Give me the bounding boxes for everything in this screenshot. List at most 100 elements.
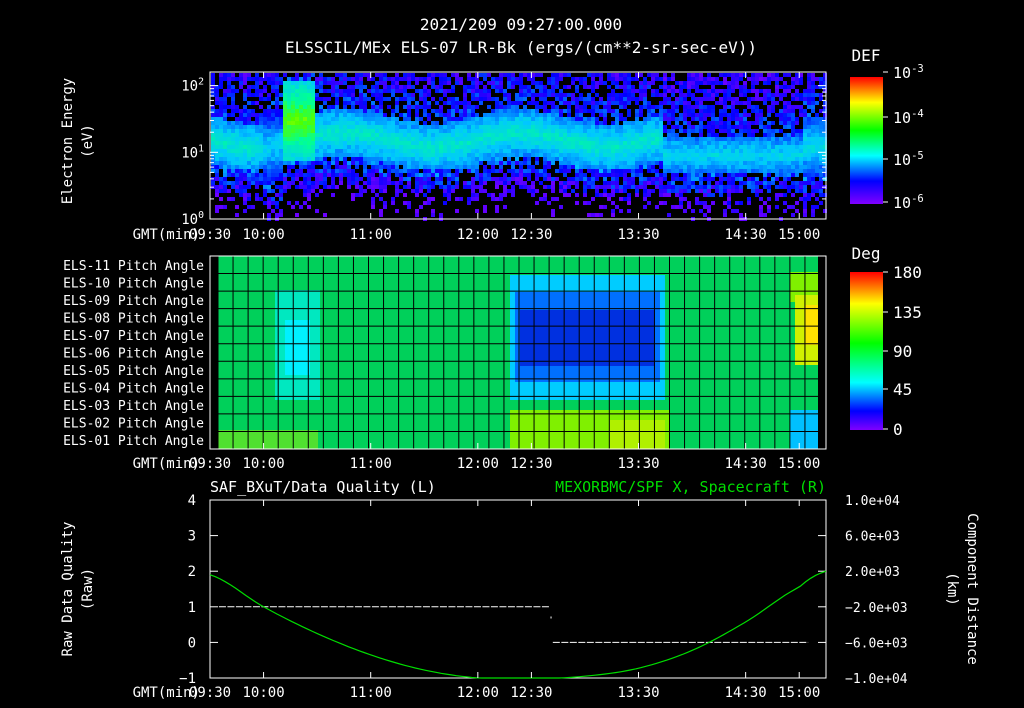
spectrogram-cell <box>771 97 775 101</box>
spectrogram-cell <box>543 173 547 177</box>
spectrogram-cell <box>351 149 355 153</box>
spectrogram-cell <box>467 201 471 205</box>
spectrogram-cell <box>531 169 535 173</box>
spectrogram-cell <box>375 93 379 97</box>
spectrogram-cell <box>523 141 527 145</box>
spectrogram-cell <box>227 181 231 185</box>
spectrogram-cell <box>471 121 475 125</box>
spectrogram-cell <box>435 173 439 177</box>
spectrogram-cell <box>455 125 459 129</box>
spectrogram-cell <box>227 81 231 85</box>
spectrogram-cell <box>259 177 263 181</box>
spectrogram-cell <box>467 101 471 105</box>
spectrogram-cell <box>595 121 599 125</box>
spectrogram-cell <box>627 157 631 161</box>
spectrogram-cell <box>627 129 631 133</box>
spectrogram-cell <box>483 77 487 81</box>
spectrogram-cell <box>211 117 215 121</box>
spectrogram-cell <box>315 209 319 213</box>
spectrogram-cell <box>635 129 639 133</box>
spectrogram-cell <box>603 121 607 125</box>
spectrogram-cell <box>483 125 487 129</box>
spectrogram-cell <box>363 189 367 193</box>
spectrogram-cell <box>659 189 663 193</box>
spectrogram-cell <box>723 97 727 101</box>
spectrogram-cell <box>803 125 807 129</box>
spectrogram-cell <box>463 101 467 105</box>
spectrogram-cell <box>811 181 815 185</box>
spectrogram-cell <box>243 193 247 197</box>
spectrogram-cell <box>391 181 395 185</box>
spectrogram-cell <box>443 101 447 105</box>
spectrogram-cell <box>455 185 459 189</box>
spectrogram-cell <box>363 145 367 149</box>
spectrogram-cell <box>239 169 243 173</box>
spectrogram-cell <box>499 141 503 145</box>
spectrogram-cell <box>719 165 723 169</box>
spectrogram-cell <box>595 193 599 197</box>
spectrogram-cell <box>555 129 559 133</box>
spectrogram-cell <box>615 205 619 209</box>
spectrogram-cell <box>459 101 463 105</box>
spectrogram-cell <box>491 117 495 121</box>
spectrogram-cell <box>743 85 747 89</box>
spectrogram-cell <box>655 113 659 117</box>
spectrogram-cell <box>647 85 651 89</box>
spacecraft-x-series <box>209 570 827 679</box>
spectrogram-cell <box>259 121 263 125</box>
spectrogram-cell <box>407 173 411 177</box>
spectrogram-cell <box>711 117 715 121</box>
spectrogram-cell <box>543 89 547 93</box>
spectrogram-cell <box>455 157 459 161</box>
spectrogram-cell <box>715 137 719 141</box>
spectrogram-cell <box>355 177 359 181</box>
spectrogram-cell <box>623 177 627 181</box>
spectrogram-cell <box>403 125 407 129</box>
spectrogram-cell <box>487 173 491 177</box>
spectrogram-cell <box>563 109 567 113</box>
spectrogram-cell <box>223 145 227 149</box>
spectrogram-cell <box>819 165 823 169</box>
spectrogram-cell <box>423 93 427 97</box>
spectrogram-cell <box>563 137 567 141</box>
spectrogram-cell <box>815 93 819 97</box>
spectrogram-cell <box>415 89 419 93</box>
spectrogram-cell <box>487 157 491 161</box>
spectrogram-cell <box>491 125 495 129</box>
spectrogram-cell <box>447 101 451 105</box>
spectrogram-cell <box>219 101 223 105</box>
spectrogram-cell <box>723 177 727 181</box>
spectrogram-cell <box>499 169 503 173</box>
spectrogram-cell <box>371 177 375 181</box>
spectrogram-cell <box>599 137 603 141</box>
spectrogram-cell <box>623 101 627 105</box>
spectrogram-cell <box>287 97 291 101</box>
spectrogram-cell <box>383 161 387 165</box>
spectrogram-cell <box>727 205 731 209</box>
spectrogram-cell <box>275 185 279 189</box>
spectrogram-cell <box>631 137 635 141</box>
spectrogram-cell <box>243 153 247 157</box>
spectrogram-cell <box>239 193 243 197</box>
spectrogram-cell <box>359 121 363 125</box>
spectrogram-cell <box>823 89 827 93</box>
spectrogram-cell <box>631 121 635 125</box>
spectrogram-cell <box>547 157 551 161</box>
pitch-row-label: ELS-02 Pitch Angle <box>63 417 204 432</box>
spectrogram-cell <box>371 85 375 89</box>
spectrogram-cell <box>511 161 515 165</box>
spectrogram-cell <box>683 189 687 193</box>
spectrogram-cell <box>379 169 383 173</box>
spectrogram-cell <box>595 133 599 137</box>
spectrogram-cell <box>299 129 303 133</box>
spectrogram-cell <box>495 169 499 173</box>
spectrogram-cell <box>263 121 267 125</box>
spectrogram-cell <box>683 173 687 177</box>
time-tick-label: 12:00 <box>457 456 499 472</box>
spectrogram-cell <box>275 73 279 77</box>
spectrogram-cell <box>379 81 383 85</box>
spectrogram-cell <box>227 113 231 117</box>
spectrogram-cell <box>711 185 715 189</box>
spectrogram-cell <box>667 161 671 165</box>
spectrogram-cell <box>719 97 723 101</box>
